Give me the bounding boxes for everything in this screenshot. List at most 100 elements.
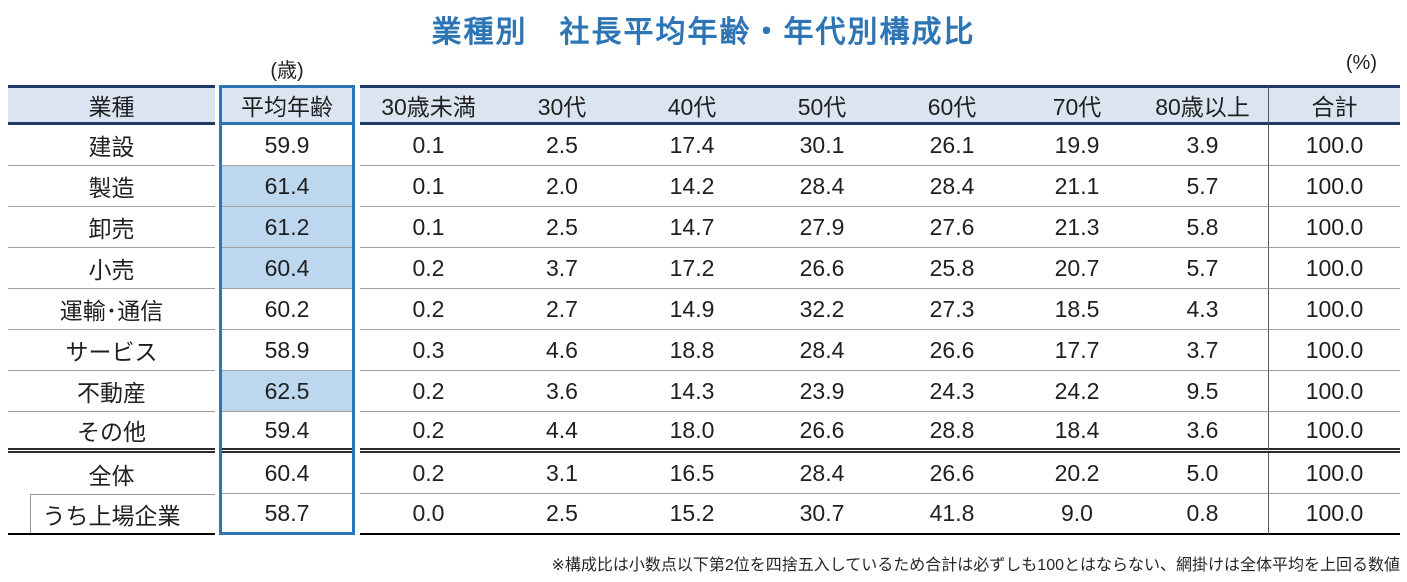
total-cell: 100.0 <box>1268 166 1400 207</box>
sub-row-bracket <box>30 494 215 533</box>
column-gap <box>352 412 360 453</box>
table-row: その他 59.4 0.2 4.4 18.0 26.6 28.8 18.4 3.6 100.0 <box>8 412 1400 453</box>
industry-cell: サービス <box>8 330 215 371</box>
table-row: 製造 61.4 0.1 2.0 14.2 28.4 28.4 21.1 5.7 100.0 <box>8 166 1400 207</box>
ratio-cell: 17.4 <box>627 125 757 166</box>
average-age-cell: 58.9 <box>222 330 352 371</box>
table-row: 小売 60.4 0.2 3.7 17.2 26.6 25.8 20.7 5.7 100.0 <box>8 248 1400 289</box>
col-header-70s: 70代 <box>1017 85 1137 125</box>
average-age-cell: 61.2 <box>222 207 352 248</box>
table-row-overall: 全体 60.4 0.2 3.1 16.5 28.4 26.6 20.2 5.0 100.0 <box>8 453 1400 494</box>
average-age-cell: 62.5 <box>222 371 352 412</box>
ratio-cell: 9.5 <box>1137 371 1268 412</box>
average-age-cell: 60.4 <box>222 453 352 494</box>
ratio-cell: 3.7 <box>497 248 627 289</box>
ratio-cell: 26.1 <box>887 125 1017 166</box>
table-row: 卸売 61.2 0.1 2.5 14.7 27.9 27.6 21.3 5.8 100.0 <box>8 207 1400 248</box>
ratio-cell: 0.2 <box>360 248 497 289</box>
table-row: サービス 58.9 0.3 4.6 18.8 28.4 26.6 17.7 3.7 100.0 <box>8 330 1400 371</box>
ratio-cell: 9.0 <box>1017 494 1137 535</box>
col-header-80-plus: 80歳以上 <box>1137 85 1268 125</box>
column-gap <box>352 330 360 371</box>
ratio-cell: 28.4 <box>887 166 1017 207</box>
column-gap <box>215 166 222 207</box>
ratio-cell: 19.9 <box>1017 125 1137 166</box>
industry-cell: うち上場企業 <box>8 494 215 535</box>
industry-cell: 運輸･通信 <box>8 289 215 330</box>
industry-cell: 卸売 <box>8 207 215 248</box>
column-gap <box>215 125 222 166</box>
ratio-cell: 0.2 <box>360 412 497 453</box>
column-gap <box>215 412 222 453</box>
percent-unit-label: (%) <box>1345 52 1377 74</box>
footnote: ※構成比は小数点以下第2位を四捨五入しているため合計は必ずしも100とはならない… <box>551 557 1400 574</box>
figure-title: 業種別 社長平均年齢・年代別構成比 <box>431 16 976 49</box>
column-gap <box>352 125 360 166</box>
col-header-30s: 30代 <box>497 85 627 125</box>
industry-cell: 建設 <box>8 125 215 166</box>
ratio-cell: 18.8 <box>627 330 757 371</box>
ratio-cell: 3.6 <box>1137 412 1268 453</box>
ratio-cell: 27.3 <box>887 289 1017 330</box>
age-unit-label: (歳) <box>270 60 304 82</box>
ratio-cell: 41.8 <box>887 494 1017 535</box>
ratio-cell: 20.2 <box>1017 453 1137 494</box>
ratio-cell: 26.6 <box>887 453 1017 494</box>
ratio-cell: 24.3 <box>887 371 1017 412</box>
ratio-cell: 32.2 <box>757 289 887 330</box>
ratio-cell: 2.5 <box>497 494 627 535</box>
ratio-cell: 0.2 <box>360 289 497 330</box>
ratio-cell: 17.7 <box>1017 330 1137 371</box>
ratio-cell: 0.1 <box>360 207 497 248</box>
column-gap <box>352 85 360 125</box>
col-header-under-30: 30歳未満 <box>360 85 497 125</box>
ratio-cell: 16.5 <box>627 453 757 494</box>
industry-cell: 不動産 <box>8 371 215 412</box>
ratio-cell: 14.9 <box>627 289 757 330</box>
ratio-cell: 28.8 <box>887 412 1017 453</box>
average-age-cell: 60.4 <box>222 248 352 289</box>
total-cell: 100.0 <box>1268 453 1400 494</box>
ratio-cell: 2.0 <box>497 166 627 207</box>
ratio-cell: 0.2 <box>360 453 497 494</box>
ratio-cell: 3.9 <box>1137 125 1268 166</box>
ratio-cell: 26.6 <box>757 248 887 289</box>
col-header-total: 合計 <box>1268 85 1400 125</box>
column-gap <box>352 289 360 330</box>
total-cell: 100.0 <box>1268 412 1400 453</box>
ratio-cell: 3.7 <box>1137 330 1268 371</box>
col-header-60s: 60代 <box>887 85 1017 125</box>
ratio-cell: 0.2 <box>360 371 497 412</box>
column-gap <box>215 207 222 248</box>
ratio-cell: 0.1 <box>360 166 497 207</box>
ratio-cell: 0.3 <box>360 330 497 371</box>
total-cell: 100.0 <box>1268 248 1400 289</box>
total-cell: 100.0 <box>1268 371 1400 412</box>
col-header-50s: 50代 <box>757 85 887 125</box>
ratio-cell: 20.7 <box>1017 248 1137 289</box>
total-cell: 100.0 <box>1268 494 1400 535</box>
col-header-40s: 40代 <box>627 85 757 125</box>
col-header-industry: 業種 <box>8 85 215 125</box>
ratio-cell: 0.8 <box>1137 494 1268 535</box>
ratio-cell: 14.2 <box>627 166 757 207</box>
ratio-cell: 21.1 <box>1017 166 1137 207</box>
column-gap <box>215 289 222 330</box>
ratio-cell: 26.6 <box>757 412 887 453</box>
ratio-cell: 18.0 <box>627 412 757 453</box>
ratio-cell: 30.1 <box>757 125 887 166</box>
column-gap <box>352 371 360 412</box>
ratio-cell: 15.2 <box>627 494 757 535</box>
average-age-cell: 60.2 <box>222 289 352 330</box>
column-gap <box>215 330 222 371</box>
ratio-cell: 24.2 <box>1017 371 1137 412</box>
column-gap <box>352 453 360 494</box>
ratio-cell: 5.0 <box>1137 453 1268 494</box>
ratio-cell: 30.7 <box>757 494 887 535</box>
ratio-cell: 0.1 <box>360 125 497 166</box>
ratio-cell: 2.5 <box>497 207 627 248</box>
ratio-cell: 0.0 <box>360 494 497 535</box>
column-gap <box>352 166 360 207</box>
ratio-cell: 23.9 <box>757 371 887 412</box>
